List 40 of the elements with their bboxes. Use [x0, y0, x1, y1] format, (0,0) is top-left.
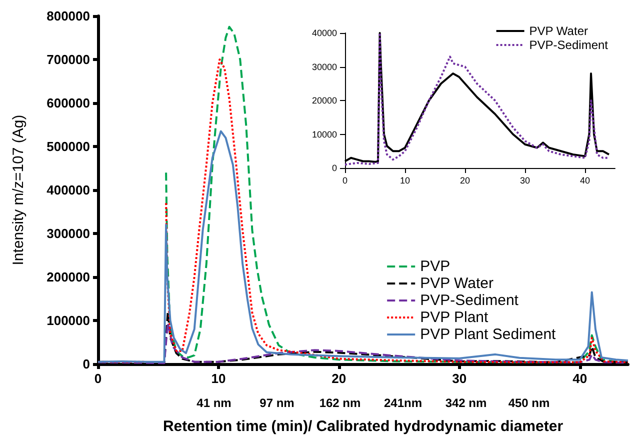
y-tick-label: 500000: [46, 139, 90, 154]
x-tick-label: 20: [332, 371, 346, 386]
y-tick-label: 100000: [46, 313, 90, 328]
y-tick-label: 600000: [46, 96, 90, 110]
legend-label: PVP Water: [529, 24, 588, 38]
text: 162 nm: [319, 396, 361, 410]
legend-label: PVP Water: [420, 275, 494, 292]
x-tick-label: 0: [94, 371, 102, 386]
x-tick-label: 30: [452, 371, 467, 386]
y-tick-label: 700000: [46, 52, 90, 67]
legend-label: PVP Plant Sediment: [420, 326, 557, 343]
x-tick-label: 10: [400, 176, 410, 186]
legend-label: PVP-Sediment: [420, 292, 520, 309]
y-tick-label: 200000: [46, 270, 90, 284]
x-tick-label: 30: [520, 176, 530, 186]
x-tick-label: 40: [580, 176, 590, 186]
y-tick-label: 40000: [312, 28, 337, 38]
x-tick-label: 0: [342, 176, 348, 186]
y-axis-title: Intensity m/z=107 (Ag): [10, 114, 27, 266]
x-tick-label: 20: [460, 176, 470, 186]
legend-label: PVP Plant: [420, 309, 490, 326]
line-series: [97, 130, 629, 363]
x-tick-label: 40: [572, 371, 588, 386]
y-tick-label: 30000: [312, 62, 337, 72]
y-tick-label: 10000: [312, 129, 337, 140]
legend-label: PVP: [420, 258, 450, 275]
text: 41 nm: [196, 396, 232, 410]
y-tick-label: 0: [332, 163, 337, 173]
y-tick-label: 300000: [46, 226, 90, 241]
text: 342 nm: [445, 396, 487, 410]
text: 450 nm: [508, 396, 550, 410]
y-tick-label: 400000: [46, 182, 90, 198]
text: 97 nm: [260, 396, 294, 410]
x-axis-title: Retention time (min)/ Calibrated hydrodynamic diameter: [162, 418, 564, 435]
x-tick-label: 10: [211, 371, 226, 386]
y-tick-label: 20000: [312, 96, 337, 106]
y-tick-label: 0: [82, 356, 90, 372]
legend-label: PVP-Sediment: [529, 38, 609, 52]
text: 241nm: [384, 396, 422, 410]
y-tick-label: 800000: [46, 8, 90, 24]
